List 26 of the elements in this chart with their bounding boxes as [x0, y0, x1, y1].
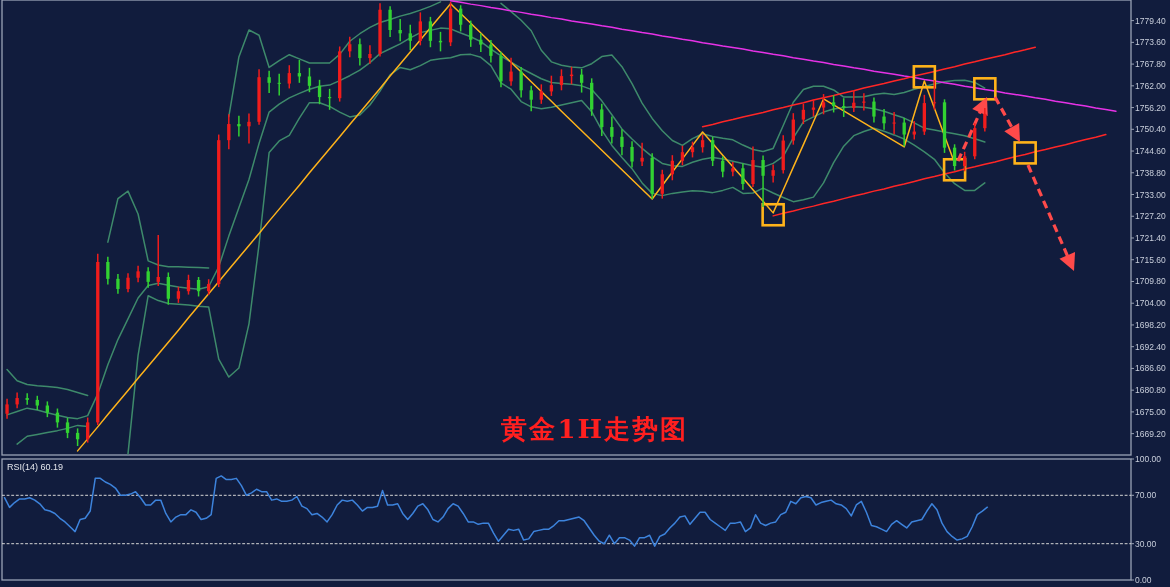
- y-tick-label: 1698.20: [1135, 319, 1166, 330]
- y-tick-label: 100.00: [1135, 454, 1162, 464]
- y-tick-label: 1669.20: [1135, 428, 1166, 439]
- y-tick-label: 1709.80: [1135, 276, 1166, 287]
- title: RSI(14) 60.19: [7, 462, 64, 472]
- y-tick-label: 1762.00: [1135, 80, 1166, 91]
- y-tick-label: 1733.00: [1135, 189, 1166, 200]
- y-tick-label: 70.00: [1135, 490, 1157, 501]
- y-tick-label: 1756.20: [1135, 102, 1166, 113]
- y-tick-label: 1704.00: [1135, 298, 1166, 309]
- y-tick-label: 1773.60: [1135, 37, 1166, 48]
- y-tick-label: 1715.60: [1135, 254, 1166, 265]
- y-tick-label: 1727.20: [1135, 211, 1166, 222]
- y-tick-label: 0.00: [1135, 575, 1152, 585]
- y-tick-label: 1675.00: [1135, 406, 1166, 417]
- y-tick-label: 1744.60: [1135, 146, 1166, 157]
- y-tick-label: 1686.60: [1135, 363, 1166, 374]
- y-tick-label: 1738.80: [1135, 167, 1166, 178]
- annotation: 黄金1H走势图: [501, 414, 689, 444]
- y-tick-label: 1750.40: [1135, 124, 1166, 135]
- y-tick-label: 1721.40: [1135, 232, 1166, 243]
- y-tick-label: 1767.80: [1135, 59, 1166, 70]
- y-tick-label: 1779.40: [1135, 15, 1166, 26]
- y-tick-label: 1692.40: [1135, 341, 1166, 352]
- y-tick-label: 1680.80: [1135, 385, 1166, 396]
- y-tick-label: 30.00: [1135, 538, 1157, 549]
